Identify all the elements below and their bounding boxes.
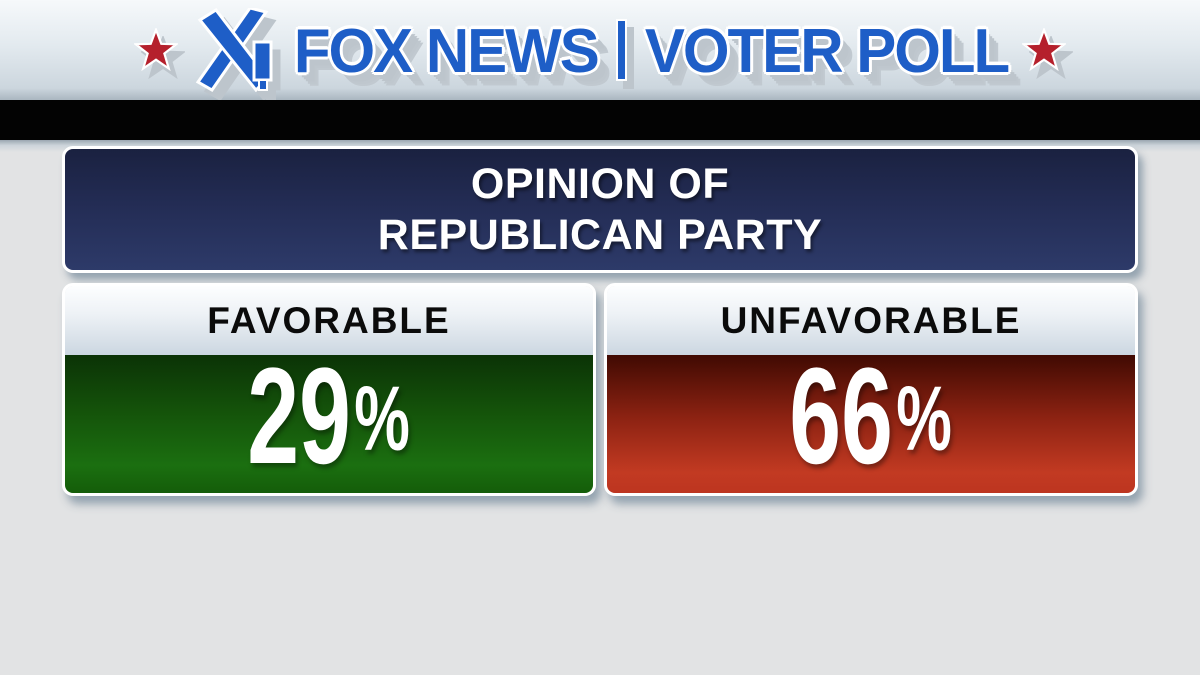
- banner: FOX NEWS VOTER POLL: [0, 0, 1200, 100]
- unfavorable-label: UNFAVORABLE: [720, 299, 1022, 341]
- unfavorable-value-group: 66 %: [790, 348, 953, 485]
- favorable-value-area: 29 %: [65, 348, 593, 493]
- favorable-value-group: 29 %: [248, 348, 411, 485]
- favorable-label: FAVORABLE: [207, 299, 451, 341]
- favorable-percent-sign: %: [354, 367, 411, 470]
- poll-title-line-2: REPUBLICAN PARTY: [377, 210, 823, 259]
- separator-bar: [615, 19, 627, 81]
- brand-wordmark: FOX NEWS: [293, 15, 600, 85]
- unfavorable-value-area: 66 %: [607, 348, 1135, 493]
- unfavorable-value: 66: [789, 339, 894, 493]
- star-icon: [133, 28, 178, 72]
- poll-title-line-1: OPINION OF: [470, 159, 730, 208]
- favorable-value: 29: [247, 339, 352, 493]
- searchlight-beams-icon: [195, 8, 273, 92]
- program-wordmark: VOTER POLL: [644, 15, 1010, 85]
- result-panel-favorable: FAVORABLE 29 %: [62, 283, 596, 496]
- unfavorable-percent-sign: %: [896, 367, 953, 470]
- result-panel-unfavorable: UNFAVORABLE 66 %: [604, 283, 1138, 496]
- unfavorable-header: UNFAVORABLE: [607, 286, 1135, 355]
- black-divider-bar: [0, 100, 1200, 140]
- star-icon: [1022, 28, 1067, 72]
- favorable-header: FAVORABLE: [65, 286, 593, 355]
- poll-title-card: OPINION OF REPUBLICAN PARTY: [62, 146, 1138, 273]
